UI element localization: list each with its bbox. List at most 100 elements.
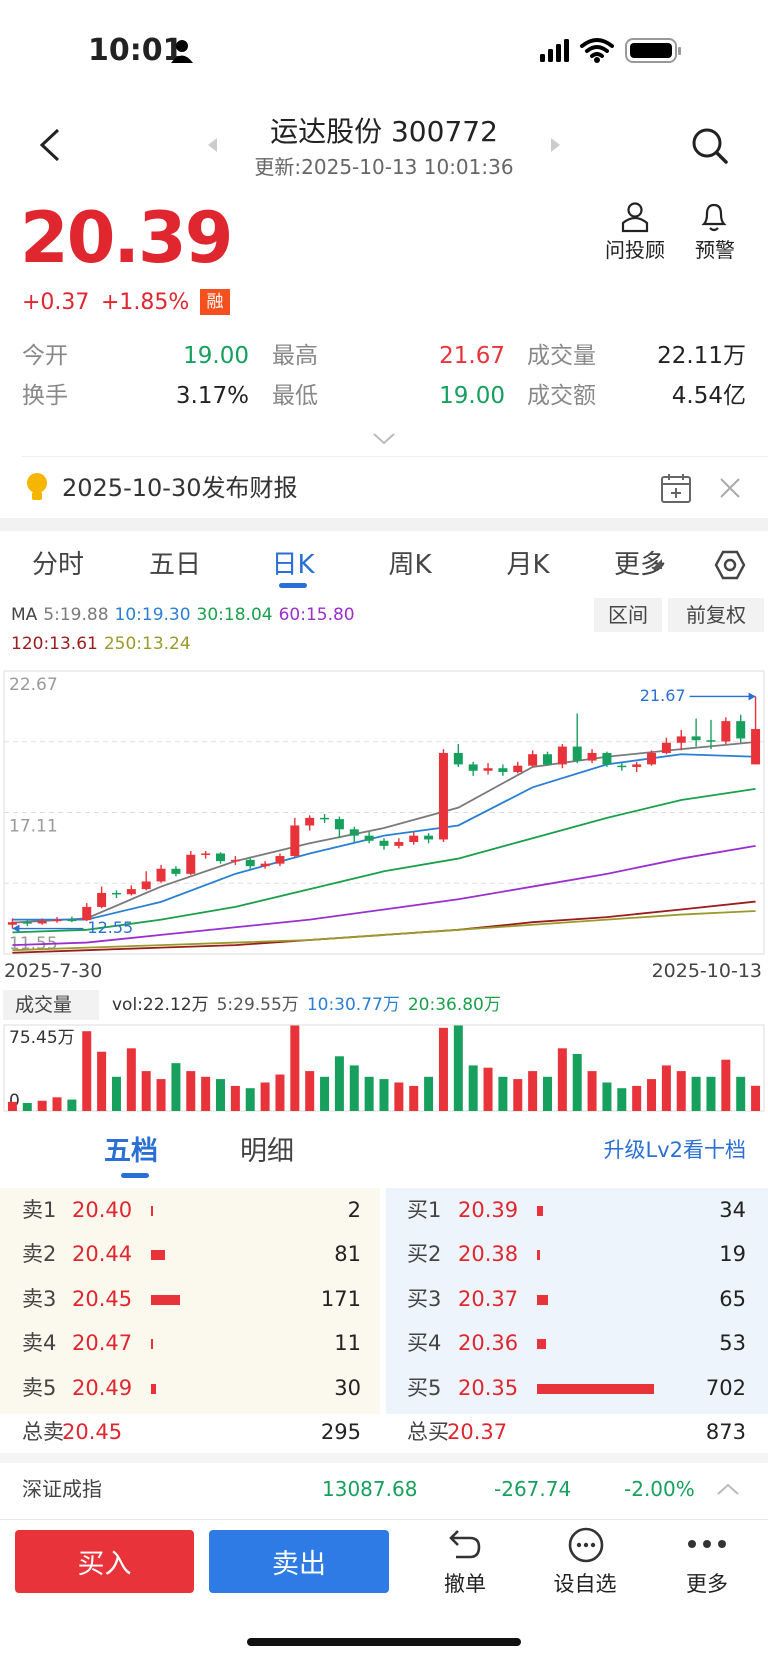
volume-bar [528,1071,538,1111]
sell-level: 卖5 [22,1376,57,1400]
candle-body [141,881,151,890]
period-tab[interactable]: 月K [506,550,550,580]
sell-total-label: 总卖 [22,1420,64,1444]
sell-price: 20.45 [72,1287,133,1311]
tool-label[interactable]: 设自选 [553,1572,617,1596]
stat-value: 19.00 [439,383,505,409]
buy-price: 20.36 [458,1331,519,1355]
ma-line [12,910,756,952]
buy-qty-bar [537,1295,548,1305]
stat-label: 成交量 [527,343,596,369]
ma-legend-item: 250:13.24 [103,634,191,654]
ma-legend-item: 30:18.04 [196,605,273,625]
ma-line [12,741,756,924]
volume-bar [676,1071,686,1111]
sell-button[interactable]: 卖出 [209,1530,389,1593]
tab-underline [121,1173,149,1178]
sell-panel [0,1188,380,1414]
volume-bar [721,1059,731,1111]
candle-body [617,765,627,768]
candle-body [394,842,404,846]
volume-bar [602,1082,612,1111]
candle-body [706,740,716,742]
candle-body [736,721,746,739]
upgrade-link[interactable]: 升级Lv2看十档 [603,1138,747,1162]
section-gap [0,518,768,531]
advisor-icon[interactable] [620,201,650,233]
tool-label[interactable]: 更多 [686,1572,728,1596]
stat-value: 3.17% [175,383,249,409]
candle-body [349,829,359,836]
volume-bar [736,1076,746,1111]
calendar-button[interactable] [660,472,692,504]
y-tick-label: 22.67 [9,675,58,695]
period-tab[interactable]: 分时 [31,550,84,580]
range-button[interactable]: 区间 [594,598,662,632]
notice-text[interactable]: 2025-10-30发布财报 [62,474,298,502]
period-tab[interactable]: 周K [388,550,432,580]
volume-bar [647,1079,657,1111]
settings-button[interactable] [714,549,746,581]
volume-bar [97,1051,107,1111]
volume-bar [632,1085,642,1111]
candle-body [320,817,330,820]
candle-body [409,835,419,843]
expand-index[interactable] [716,1482,740,1496]
stat-label: 今开 [22,343,68,369]
volume-legend: vol:22.12万 5:29.55万 10:30.77万 20:36.80万 [112,997,501,1014]
close-button[interactable] [718,476,742,500]
more-icon[interactable] [686,1537,728,1551]
price-change-pct: +1.85% [101,290,190,315]
volume-bar [572,1054,582,1111]
advisor-label[interactable]: 问投顾 [605,238,665,262]
buy-total-label: 总买 [407,1420,449,1444]
period-tab[interactable]: 日K [271,550,315,580]
prev-stock[interactable] [208,138,218,152]
tool-label[interactable]: 撤单 [444,1572,486,1596]
expand-button[interactable] [372,432,396,446]
candle-body [186,854,196,874]
buy-price: 20.35 [458,1376,519,1400]
index-name[interactable]: 深证成指 [22,1477,102,1501]
divider [0,1519,768,1520]
period-tab[interactable]: 更多 [613,550,666,580]
buy-level: 买2 [407,1242,442,1266]
candle-body [468,764,478,771]
cancel-icon[interactable] [448,1527,482,1561]
next-stock[interactable] [550,138,560,152]
stat-value: 19.00 [183,343,249,369]
back-button[interactable] [38,128,62,162]
candle-body [290,825,300,857]
alert-label[interactable]: 预警 [695,238,735,262]
period-tab[interactable]: 五日 [148,550,201,580]
buy-button[interactable]: 买入 [15,1530,194,1593]
order-tab[interactable]: 明细 [240,1136,294,1167]
divider [22,456,768,457]
start-date: 2025-7-30 [4,960,103,982]
buy-qty-bar [537,1339,546,1349]
volume-bar [379,1079,389,1111]
alert-icon[interactable] [700,201,728,233]
indicator-select[interactable]: 成交量 [3,990,99,1020]
section-gap [0,1453,768,1463]
candle-body [424,835,434,840]
watchlist-icon[interactable] [568,1527,604,1563]
volume-bar [216,1079,226,1111]
order-tab[interactable]: 五档 [104,1136,158,1167]
volume-bar [290,1025,300,1111]
candle-body [587,752,597,761]
margin-tag: 融 [200,289,230,315]
sell-price: 20.44 [72,1242,133,1266]
adjust-button[interactable]: 前复权 [668,598,764,632]
candle-body [111,892,121,895]
index-pct: -2.00% [624,1477,695,1501]
stat-label: 最低 [272,383,318,409]
buy-total-qty: 873 [705,1420,746,1444]
volume-bar [111,1076,121,1111]
sell-qty-bar [151,1295,180,1305]
search-button[interactable] [690,126,730,166]
ma-legend-item: 60:15.80 [278,605,355,625]
volume-bar [22,1103,32,1111]
